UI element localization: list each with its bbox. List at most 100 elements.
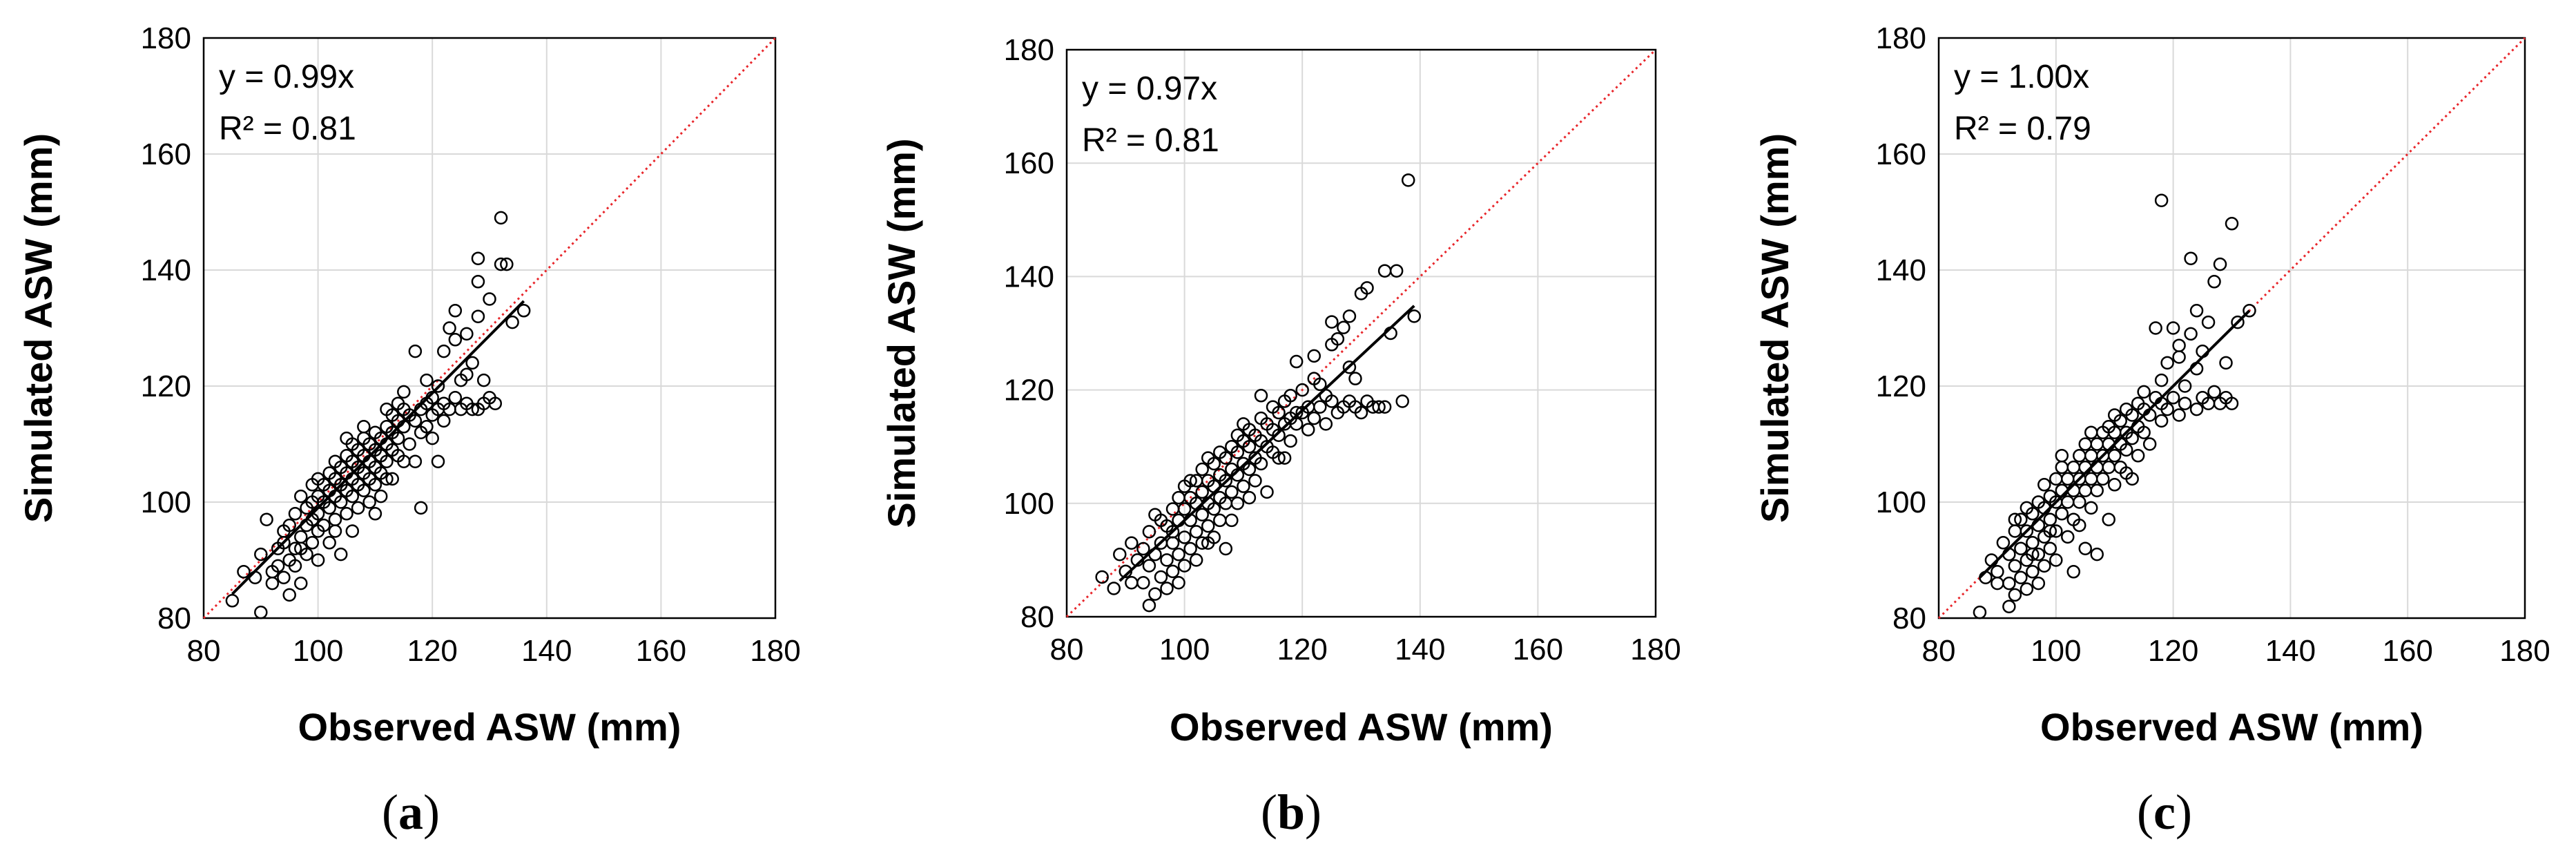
data-point [420,420,434,434]
panel-caption: (b) [1261,785,1321,840]
data-point [1165,525,1180,539]
data-point [288,559,302,573]
data-point [1401,173,1415,187]
r-squared-label: R² = 0.79 [1954,111,2091,147]
y-tick-label: 100 [141,486,191,519]
data-point [471,309,485,323]
data-point [311,472,325,486]
data-point [2084,472,2098,486]
data-point [2102,420,2115,434]
data-point [1142,525,1156,539]
data-point [2102,460,2115,474]
data-point [408,454,423,468]
data-point [2201,315,2216,329]
data-point [2184,327,2198,341]
data-point [294,576,308,591]
data-point [2055,507,2069,521]
x-tick-label: 140 [521,634,572,668]
data-point [225,594,240,608]
data-point [2090,547,2104,561]
data-point [2049,553,2063,567]
data-point [1225,513,1239,528]
y-axis-label: Simulated ASW (mm) [1753,133,1797,523]
data-point [494,211,508,225]
data-point [2026,536,2040,550]
data-point [391,431,405,445]
r-squared-label: R² = 0.81 [219,111,356,147]
data-point [431,379,445,393]
x-tick-label: 80 [1922,634,1956,668]
y-tick-label: 80 [157,602,191,635]
data-point [1113,547,1127,561]
y-tick-label: 140 [141,253,191,287]
data-point [1230,497,1245,510]
y-axis-label: Simulated ASW (mm) [17,133,60,523]
data-point [2125,431,2139,445]
x-tick-label: 160 [636,634,686,668]
data-point [1272,428,1286,443]
data-point [2084,501,2098,515]
data-point [2107,449,2122,463]
data-point [1177,502,1192,516]
data-point [2166,321,2180,335]
plot-frame [202,37,777,620]
data-point [1991,576,2004,591]
data-point [1248,474,1262,488]
data-point [2073,518,2086,532]
data-point [2026,507,2040,521]
data-point [397,385,411,399]
data-point [2090,483,2104,497]
data-point [1165,536,1180,550]
data-point [340,431,354,445]
data-point [2043,524,2057,538]
data-point [2154,373,2169,387]
data-point [2119,466,2133,480]
x-tick-label: 80 [187,634,221,668]
one-to-one-line [1065,48,1657,618]
regression-line [1979,309,2251,579]
data-point [2020,524,2034,538]
data-point [1172,547,1185,561]
data-point [1230,445,1245,459]
data-point [471,275,485,289]
data-point [1337,320,1350,335]
y-tick-label: 120 [141,369,191,403]
data-point [443,321,456,335]
x-tick-label: 120 [407,634,457,668]
data-point [1136,541,1150,556]
data-point [288,507,302,521]
x-axis-label: Observed ASW (mm) [1170,705,1553,749]
data-point [340,507,354,521]
data-point [1348,372,1362,385]
data-point [2102,512,2115,526]
y-tick-label: 140 [1004,260,1054,294]
data-point [1295,383,1309,397]
data-point [1377,264,1392,278]
x-tick-label: 80 [1050,633,1084,666]
data-point [333,547,348,561]
data-point [368,507,382,521]
data-point [294,541,308,555]
data-point [505,315,519,329]
data-point [2002,576,2016,591]
data-point [351,501,365,515]
data-point [288,541,302,555]
data-point [1284,389,1297,403]
data-point [1330,332,1345,346]
data-point [2207,385,2221,399]
data-point [1342,361,1357,374]
data-point [357,483,371,497]
data-point [2225,396,2239,410]
data-point [374,489,388,503]
data-point [1195,536,1209,550]
data-point [2014,541,2028,555]
y-tick-label: 180 [141,21,191,55]
data-point [2008,559,2022,573]
data-point [2073,495,2086,509]
regression-equation: y = 0.99x [219,59,354,95]
data-point [2172,350,2186,364]
r-squared-label: R² = 0.81 [1082,122,1219,159]
data-point [1160,553,1174,567]
